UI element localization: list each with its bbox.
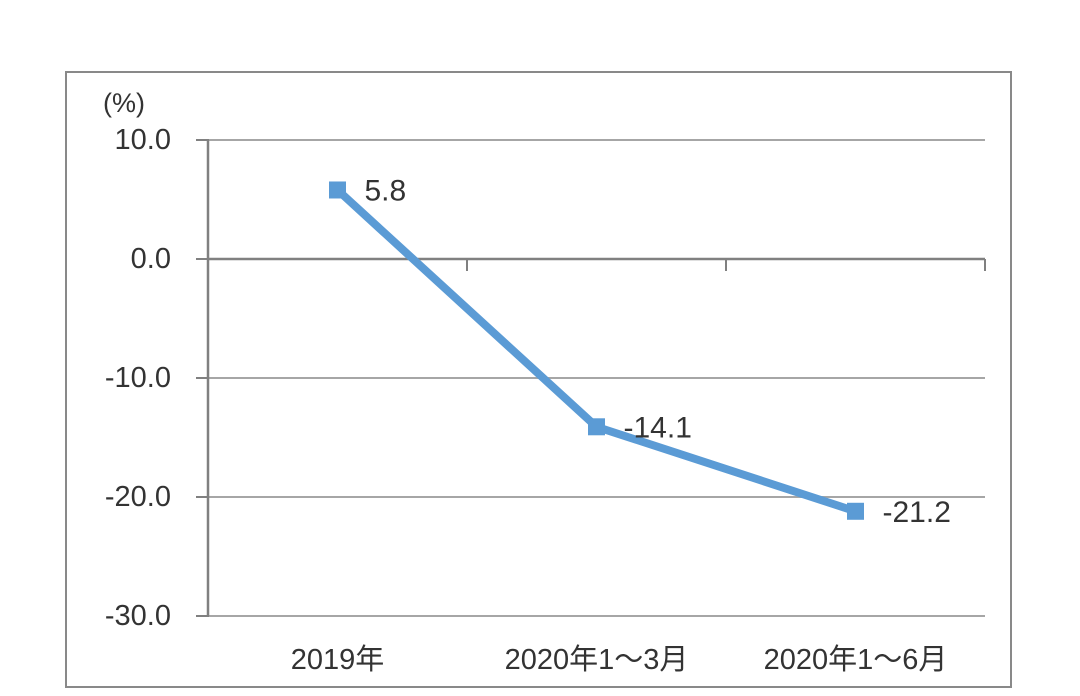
y-tick-label: -20.0 — [105, 481, 171, 513]
x-category-label: 2019年 — [291, 643, 385, 676]
x-category-label: 2020年1～6月 — [764, 643, 948, 676]
data-point-marker — [329, 181, 346, 199]
y-tick-label: -30.0 — [105, 600, 171, 632]
data-point-label: 5.8 — [365, 174, 407, 207]
data-point-label: -14.1 — [624, 411, 692, 444]
data-point-label: -21.2 — [883, 496, 951, 529]
y-tick-label: 0.0 — [131, 243, 171, 275]
x-category-label: 2020年1～3月 — [505, 643, 689, 676]
chart-frame: (%) 10.0 0.0 -10.0 -20.0 -30.0 5.8 -14.1 -21.2 2… — [65, 71, 1012, 688]
data-line — [334, 187, 857, 516]
y-axis-unit-label: (%) — [103, 88, 145, 118]
data-point-marker — [588, 418, 605, 436]
y-tick-label: 10.0 — [115, 124, 171, 156]
y-tick-label: -10.0 — [105, 362, 171, 394]
line-chart-plot: 10.0 0.0 -10.0 -20.0 -30.0 5.8 -14.1 -21.2 2019年… — [105, 124, 986, 676]
data-point-marker — [847, 502, 864, 520]
